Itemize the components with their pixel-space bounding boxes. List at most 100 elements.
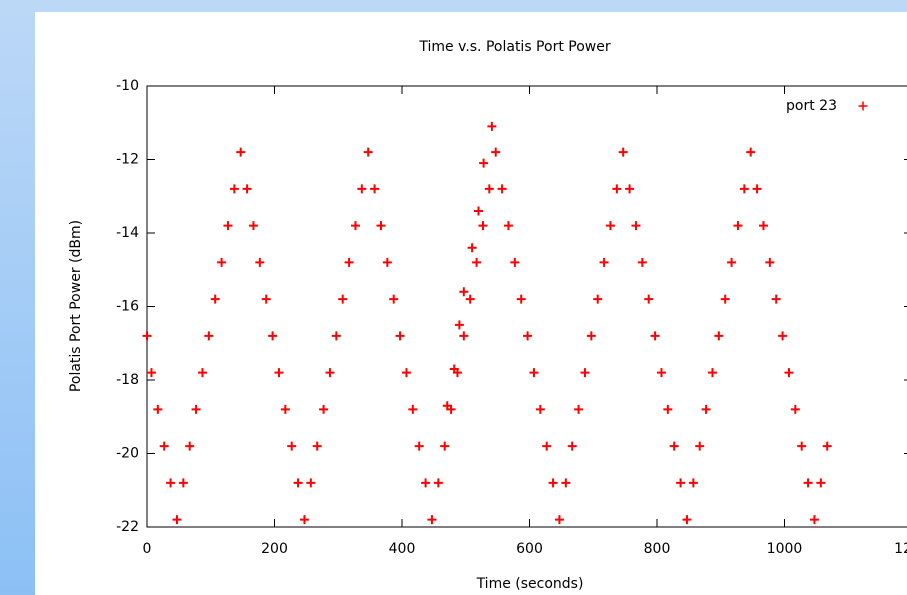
- point: [586, 331, 596, 341]
- point: [784, 368, 794, 378]
- point: [248, 221, 258, 231]
- point: [790, 404, 800, 414]
- point: [293, 478, 303, 488]
- point: [217, 257, 227, 267]
- point: [605, 221, 615, 231]
- point: [497, 184, 507, 194]
- point: [637, 257, 647, 267]
- point: [510, 257, 520, 267]
- point: [618, 147, 628, 157]
- point: [459, 331, 469, 341]
- x-tick-label: 0: [143, 541, 152, 557]
- point: [503, 221, 513, 231]
- point: [146, 368, 156, 378]
- point: [178, 478, 188, 488]
- point: [191, 404, 201, 414]
- point: [395, 331, 405, 341]
- point: [142, 331, 152, 341]
- y-tick-label: -16: [116, 299, 139, 315]
- point: [268, 331, 278, 341]
- point: [529, 368, 539, 378]
- point: [274, 368, 284, 378]
- point: [669, 441, 679, 451]
- point: [701, 404, 711, 414]
- point: [306, 478, 316, 488]
- point: [312, 441, 322, 451]
- x-tick-label: 800: [644, 541, 671, 557]
- point: [465, 294, 475, 304]
- point: [561, 478, 571, 488]
- point: [185, 441, 195, 451]
- point: [682, 515, 692, 525]
- point: [338, 294, 348, 304]
- y-axis-label: Polatis Port Power (dBm): [68, 220, 84, 392]
- point: [478, 221, 488, 231]
- point: [733, 221, 743, 231]
- x-tick-label: 200: [261, 541, 288, 557]
- point: [542, 441, 552, 451]
- point: [442, 401, 452, 411]
- point: [210, 294, 220, 304]
- y-tick-label: -18: [116, 372, 139, 388]
- point: [467, 243, 477, 253]
- point: [440, 441, 450, 451]
- point: [688, 478, 698, 488]
- point: [720, 294, 730, 304]
- point: [172, 515, 182, 525]
- point: [631, 221, 641, 231]
- y-tick-label: -12: [116, 152, 139, 168]
- point: [280, 404, 290, 414]
- point: [714, 331, 724, 341]
- point: [350, 221, 360, 231]
- point: [644, 294, 654, 304]
- point: [491, 147, 501, 157]
- point: [816, 478, 826, 488]
- point: [676, 478, 686, 488]
- point: [242, 184, 252, 194]
- point: [261, 294, 271, 304]
- point: [599, 257, 609, 267]
- point: [382, 257, 392, 267]
- point: [516, 294, 526, 304]
- point: [765, 257, 775, 267]
- point: [758, 221, 768, 231]
- point: [707, 368, 717, 378]
- point: [427, 515, 437, 525]
- point: [229, 184, 239, 194]
- point: [370, 184, 380, 194]
- point: [797, 441, 807, 451]
- point: [357, 184, 367, 194]
- point: [197, 368, 207, 378]
- x-axis-label: Time (seconds): [476, 576, 584, 592]
- x-tick-label: 1200: [894, 541, 907, 557]
- point: [535, 404, 545, 414]
- point: [771, 294, 781, 304]
- point: [236, 147, 246, 157]
- y-tick-label: -22: [116, 519, 139, 535]
- x-tick-label: 600: [516, 541, 543, 557]
- point: [376, 221, 386, 231]
- chart-title: Time v.s. Polatis Port Power: [418, 39, 610, 55]
- point: [325, 368, 335, 378]
- point: [548, 478, 558, 488]
- point: [663, 404, 673, 414]
- point: [204, 331, 214, 341]
- point: [567, 441, 577, 451]
- point: [331, 331, 341, 341]
- legend-marker: [858, 101, 868, 111]
- point: [484, 184, 494, 194]
- point: [479, 158, 489, 168]
- point: [822, 441, 832, 451]
- point: [401, 368, 411, 378]
- point: [523, 331, 533, 341]
- y-tick-label: -14: [116, 225, 139, 241]
- point: [153, 404, 163, 414]
- point: [650, 331, 660, 341]
- point: [746, 147, 756, 157]
- point: [472, 257, 482, 267]
- point: [223, 221, 233, 231]
- point: [625, 184, 635, 194]
- point: [574, 404, 584, 414]
